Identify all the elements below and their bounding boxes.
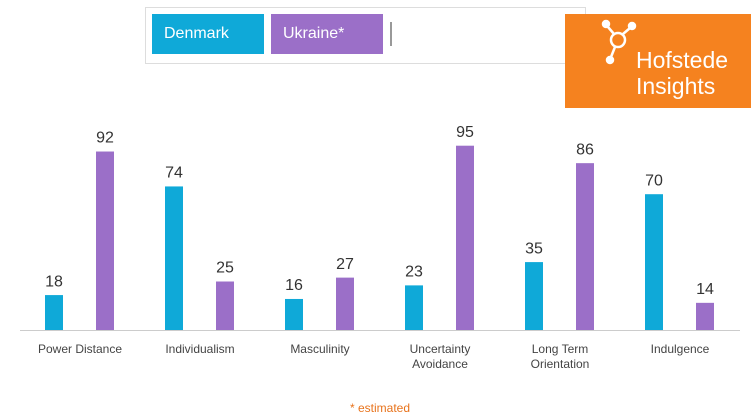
x-tick-label: Individualism xyxy=(165,342,235,356)
x-tick-label: Power Distance xyxy=(37,342,123,356)
x-tick-label: Uncertainty Avoidance xyxy=(409,342,471,371)
bar xyxy=(576,163,594,330)
bar xyxy=(525,262,543,330)
bar xyxy=(696,302,714,330)
value-label: 74 xyxy=(165,165,183,182)
value-label: 27 xyxy=(336,256,354,273)
bar xyxy=(645,194,663,330)
tag-label: Denmark xyxy=(164,25,229,42)
bar xyxy=(45,295,63,330)
x-tick-label: Masculinity xyxy=(290,342,350,356)
country-tag[interactable]: Ukraine* xyxy=(271,14,383,54)
bar xyxy=(216,281,234,330)
logo-background xyxy=(565,14,751,108)
footnote: * estimated xyxy=(350,401,410,415)
x-tick-label: Long Term Orientation xyxy=(530,342,590,371)
bar xyxy=(165,186,183,330)
country-tag[interactable]: Denmark xyxy=(152,14,264,54)
value-label: 92 xyxy=(96,130,114,147)
tag-label: Ukraine* xyxy=(283,25,345,42)
x-tick-label: Indulgence xyxy=(650,342,710,356)
bar xyxy=(456,145,474,330)
value-label: 70 xyxy=(645,172,663,189)
value-label: 14 xyxy=(696,281,714,298)
bar xyxy=(336,277,354,330)
value-label: 95 xyxy=(456,124,474,141)
value-label: 25 xyxy=(216,260,234,277)
bar xyxy=(96,151,114,330)
value-label: 35 xyxy=(525,240,543,257)
bar xyxy=(405,285,423,330)
bar xyxy=(285,298,303,330)
value-label: 23 xyxy=(405,264,423,281)
value-label: 18 xyxy=(45,273,63,290)
logo-icon xyxy=(601,19,637,65)
logo-text: Insights xyxy=(636,73,715,99)
value-label: 16 xyxy=(285,277,303,294)
logo-text: Hofstede xyxy=(636,47,728,73)
value-label: 86 xyxy=(576,141,594,158)
